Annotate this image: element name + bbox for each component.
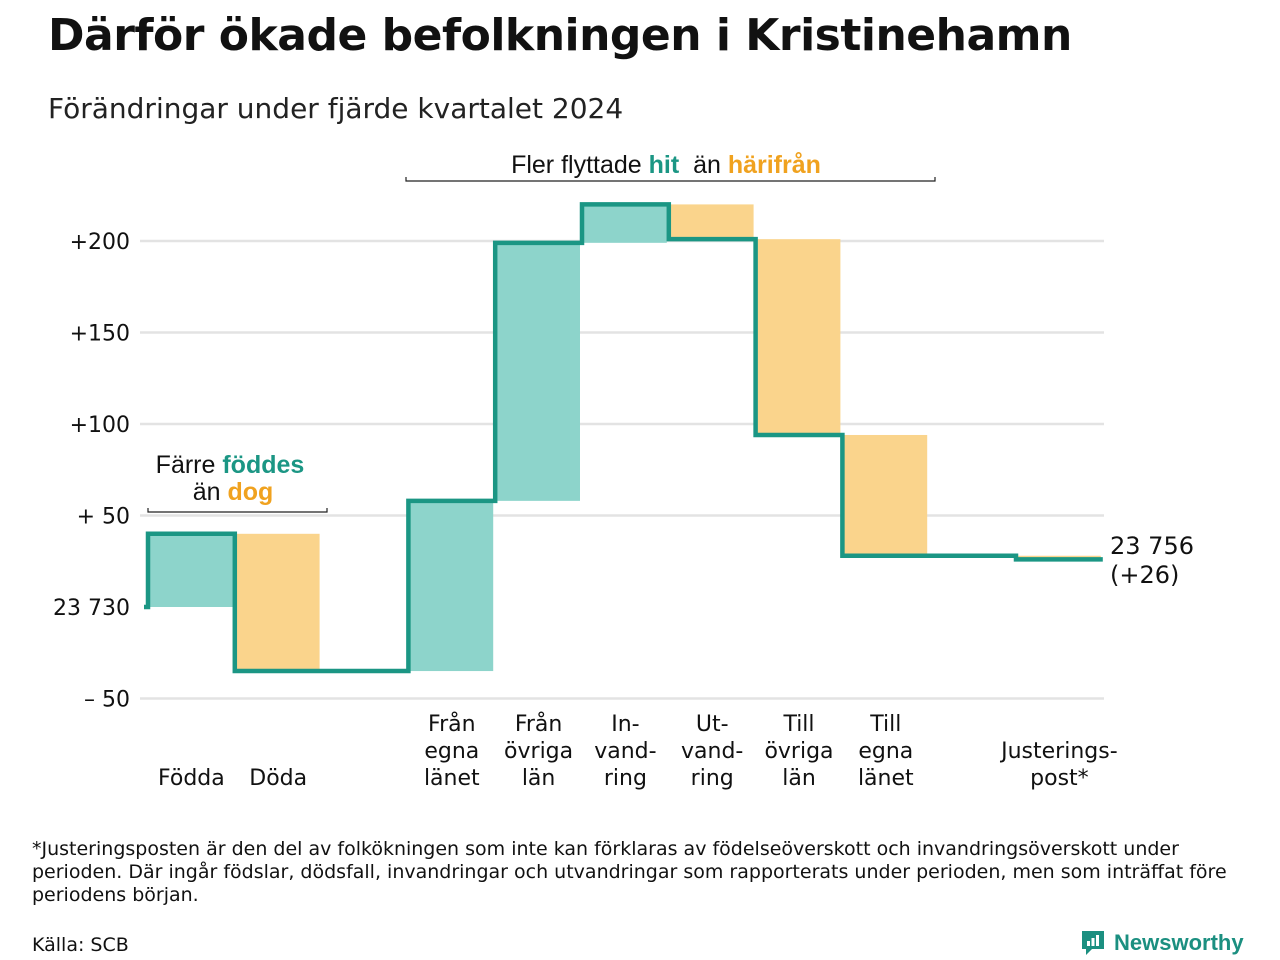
births-annotation-line2: än dog xyxy=(193,478,274,506)
waterfall-bar xyxy=(584,204,667,243)
category-label: Från övriga län xyxy=(504,711,573,791)
births-annotation-line1: Färre föddes xyxy=(156,451,305,479)
births-bracket xyxy=(147,508,328,513)
waterfall-bar xyxy=(844,434,928,556)
y-tick-label: + 50 xyxy=(77,505,130,530)
brand-logo: Newsworthy xyxy=(1080,928,1244,958)
footnote: *Justeringsposten är den del av folkökni… xyxy=(32,838,1227,906)
y-tick-label: +200 xyxy=(70,230,130,255)
waterfall-chart: +200 +150 +100 + 50 23 730 – 50 Födda Döda Från e… xyxy=(53,151,1194,791)
category-label: Döda xyxy=(249,766,307,791)
end-value-label: 23 756 (+26) xyxy=(1110,532,1194,589)
category-label: Till egna länet xyxy=(858,712,914,791)
category-label: In-vand-ring xyxy=(594,712,656,791)
category-label: Ut-vand-ring xyxy=(681,712,743,791)
source-label: Källa: SCB xyxy=(32,934,129,956)
migration-annotation: Fler flyttade hit än härifrån xyxy=(511,151,821,179)
category-label: Justerings-post* xyxy=(999,739,1118,791)
waterfall-bar xyxy=(497,242,580,501)
chart-title: Därför ökade befolkningen i Kristinehamn xyxy=(48,10,1072,61)
cumulative-step-line xyxy=(144,202,1103,674)
y-tick-label: +100 xyxy=(70,413,130,438)
brand-name: Newsworthy xyxy=(1114,930,1244,955)
category-label: Från egna länet xyxy=(424,711,480,791)
chart-subtitle: Förändringar under fjärde kvartalet 2024 xyxy=(48,92,624,125)
waterfall-bar xyxy=(150,533,233,607)
y-tick-label: 23 730 xyxy=(53,596,130,621)
category-label: Födda xyxy=(158,766,225,791)
category-label: Till övriga län xyxy=(764,712,833,791)
y-tick-label: – 50 xyxy=(84,688,130,713)
waterfall-bar xyxy=(236,533,320,672)
waterfall-bar xyxy=(670,204,754,240)
newsworthy-logo-icon xyxy=(1082,931,1104,955)
waterfall-bar xyxy=(410,500,494,672)
waterfall-bar xyxy=(757,239,841,435)
y-tick-label: +150 xyxy=(70,322,130,347)
migration-bracket xyxy=(405,177,936,182)
